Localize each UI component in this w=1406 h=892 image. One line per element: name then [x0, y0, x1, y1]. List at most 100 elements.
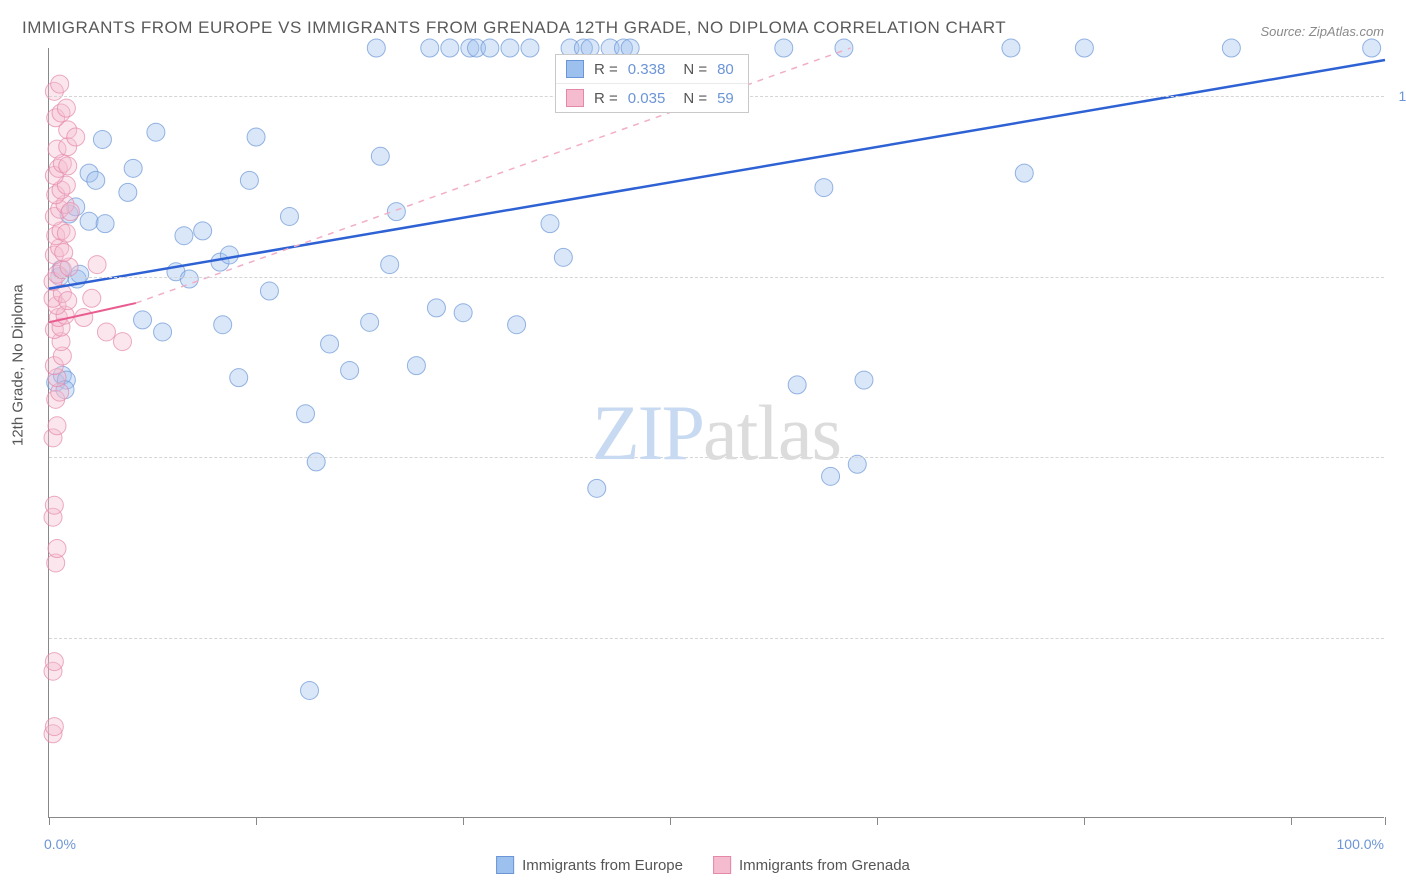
data-point — [45, 653, 63, 671]
data-point — [134, 311, 152, 329]
data-point — [501, 39, 519, 57]
legend-stats-box: R = 0.338 N = 80 R = 0.035 N = 59 — [555, 54, 749, 113]
chart-svg — [49, 48, 1384, 817]
x-tick — [670, 817, 671, 825]
data-point — [371, 147, 389, 165]
data-point — [407, 357, 425, 375]
legend-label: Immigrants from Grenada — [739, 857, 910, 874]
data-point — [280, 207, 298, 225]
stat-r-value: 0.338 — [628, 61, 666, 78]
data-point — [48, 540, 66, 558]
data-point — [855, 371, 873, 389]
y-tick-label: 92.5% — [1388, 269, 1406, 285]
data-point — [48, 417, 66, 435]
legend-item: Immigrants from Grenada — [713, 856, 910, 874]
x-tick — [463, 817, 464, 825]
x-tick — [877, 817, 878, 825]
source-attribution: Source: ZipAtlas.com — [1260, 24, 1384, 39]
data-point — [51, 75, 69, 93]
data-point — [788, 376, 806, 394]
stat-n-value: 59 — [717, 90, 734, 107]
data-point — [240, 171, 258, 189]
stat-n-label: N = — [683, 61, 707, 78]
data-point — [301, 681, 319, 699]
y-tick-label: 100.0% — [1388, 88, 1406, 104]
data-point — [61, 203, 79, 221]
data-point — [45, 718, 63, 736]
data-point — [1363, 39, 1381, 57]
data-point — [1015, 164, 1033, 182]
data-point — [381, 256, 399, 274]
x-max-label: 100.0% — [1337, 836, 1384, 852]
data-point — [454, 304, 472, 322]
chart-title: IMMIGRANTS FROM EUROPE VS IMMIGRANTS FRO… — [22, 18, 1006, 38]
data-point — [75, 309, 93, 327]
data-point — [521, 39, 539, 57]
data-point — [541, 215, 559, 233]
data-point — [147, 123, 165, 141]
y-axis-label: 12th Grade, No Diploma — [10, 284, 27, 446]
data-point — [87, 171, 105, 189]
data-point — [554, 248, 572, 266]
bottom-legend: Immigrants from Europe Immigrants from Gr… — [496, 856, 910, 874]
data-point — [175, 227, 193, 245]
x-tick — [1385, 817, 1386, 825]
data-point — [427, 299, 445, 317]
data-point — [822, 467, 840, 485]
plot-area: ZIPatlas 77.5%85.0%92.5%100.0% — [48, 48, 1384, 818]
x-tick — [256, 817, 257, 825]
data-point — [93, 130, 111, 148]
data-point — [481, 39, 499, 57]
stat-n-label: N = — [683, 90, 707, 107]
legend-stats-row: R = 0.035 N = 59 — [556, 83, 748, 112]
legend-stats-row: R = 0.338 N = 80 — [556, 55, 748, 83]
gridline-h — [49, 638, 1384, 639]
legend-item: Immigrants from Europe — [496, 856, 683, 874]
data-point — [247, 128, 265, 146]
stat-r-value: 0.035 — [628, 90, 666, 107]
x-tick — [1084, 817, 1085, 825]
data-point — [59, 157, 77, 175]
data-point — [230, 369, 248, 387]
data-point — [45, 496, 63, 514]
y-tick-label: 85.0% — [1388, 449, 1406, 465]
data-point — [55, 244, 73, 262]
data-point — [421, 39, 439, 57]
stat-n-value: 80 — [717, 61, 734, 78]
data-point — [220, 246, 238, 264]
x-tick — [49, 817, 50, 825]
data-point — [508, 316, 526, 334]
data-point — [119, 183, 137, 201]
data-point — [367, 39, 385, 57]
data-point — [260, 282, 278, 300]
data-point — [588, 479, 606, 497]
data-point — [1075, 39, 1093, 57]
x-min-label: 0.0% — [44, 836, 76, 852]
data-point — [775, 39, 793, 57]
data-point — [441, 39, 459, 57]
legend-label: Immigrants from Europe — [522, 857, 683, 874]
data-point — [124, 159, 142, 177]
data-point — [88, 256, 106, 274]
legend-swatch — [566, 89, 584, 107]
data-point — [113, 333, 131, 351]
data-point — [57, 99, 75, 117]
data-point — [1222, 39, 1240, 57]
data-point — [361, 313, 379, 331]
data-point — [67, 128, 85, 146]
data-point — [57, 224, 75, 242]
stat-r-label: R = — [594, 90, 618, 107]
data-point — [297, 405, 315, 423]
data-point — [96, 215, 114, 233]
data-point — [214, 316, 232, 334]
stat-r-label: R = — [594, 61, 618, 78]
gridline-h — [49, 277, 1384, 278]
data-point — [180, 270, 198, 288]
legend-swatch — [566, 60, 584, 78]
data-point — [387, 203, 405, 221]
data-point — [80, 212, 98, 230]
data-point — [154, 323, 172, 341]
data-point — [1002, 39, 1020, 57]
legend-swatch — [496, 856, 514, 874]
gridline-h — [49, 457, 1384, 458]
